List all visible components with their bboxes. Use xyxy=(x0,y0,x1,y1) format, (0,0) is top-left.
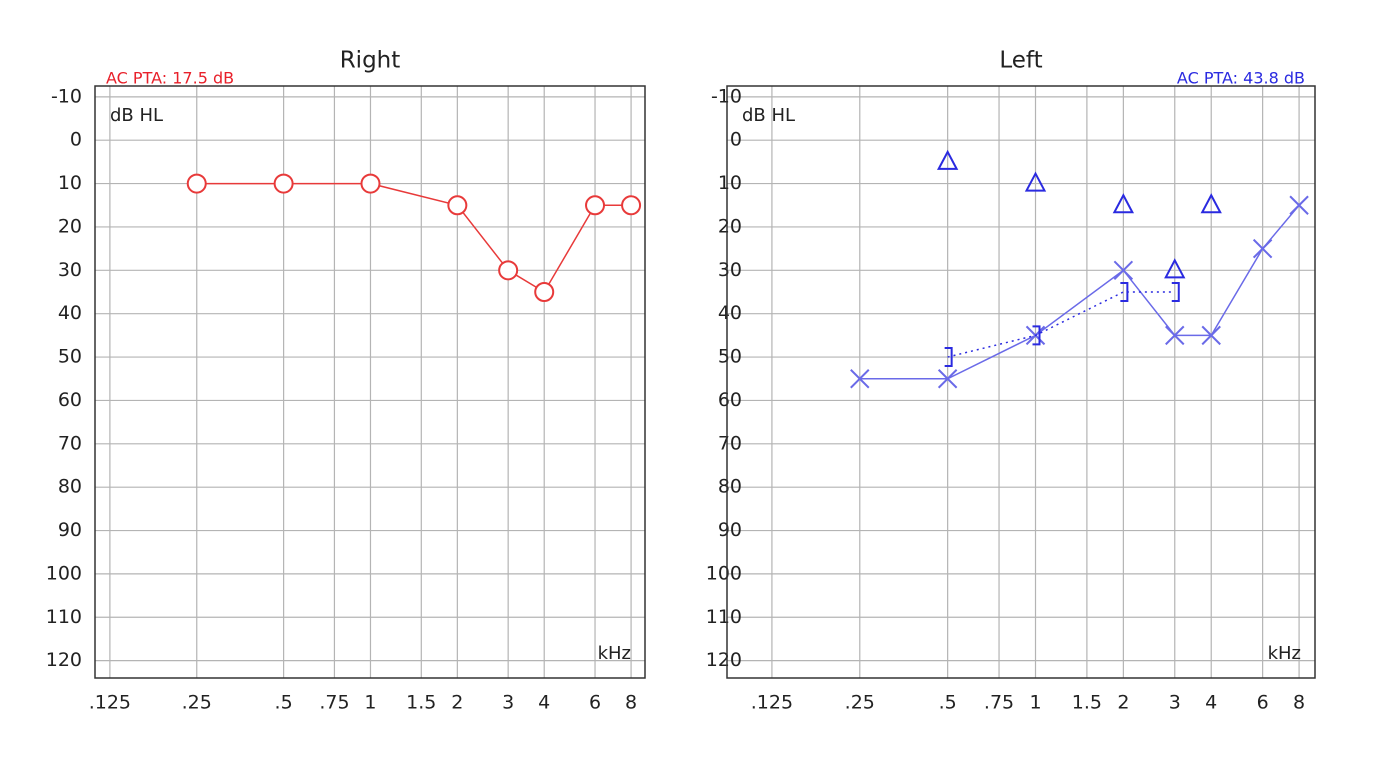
x-unit: kHz xyxy=(598,643,631,664)
series-line xyxy=(196,182,632,294)
marker-x xyxy=(850,369,870,389)
marker-triangle xyxy=(1200,193,1222,214)
x-tick-label: 2 xyxy=(451,692,463,714)
y-tick-label: 120 xyxy=(46,649,82,671)
x-unit: kHz xyxy=(1268,643,1301,664)
marker-circle xyxy=(534,282,555,303)
x-tick-label: .25 xyxy=(182,692,212,714)
y-tick-label: 50 xyxy=(718,346,742,368)
marker-x xyxy=(1113,260,1134,281)
y-tick-label: 20 xyxy=(718,215,742,237)
y-unit: dB HL xyxy=(742,105,795,126)
y-tick-label: 40 xyxy=(58,302,82,324)
y-tick-label: 0 xyxy=(730,129,742,151)
marker-circle xyxy=(273,173,294,194)
marker-circle xyxy=(621,195,642,216)
marker-x xyxy=(1289,195,1309,215)
y-unit: dB HL xyxy=(110,105,163,126)
y-tick-label: 60 xyxy=(718,389,742,411)
marker-x xyxy=(1165,325,1185,346)
x-tick-label: .75 xyxy=(984,692,1014,714)
marker-triangle xyxy=(1164,258,1186,279)
y-tick-label: 30 xyxy=(58,259,82,281)
x-tick-label: 1.5 xyxy=(1072,692,1102,714)
chart-title: Right xyxy=(340,48,401,74)
x-tick-label: 3 xyxy=(1169,692,1181,714)
x-tick-label: 1 xyxy=(364,692,376,714)
marker-x xyxy=(937,369,958,389)
marker-x xyxy=(1252,238,1273,259)
marker-x xyxy=(1201,325,1221,346)
y-tick-label: 90 xyxy=(58,519,82,541)
y-tick-label: 10 xyxy=(718,172,742,194)
x-tick-label: .5 xyxy=(939,692,957,714)
marker-circle xyxy=(498,260,519,281)
plot-frame xyxy=(726,85,1316,679)
x-tick-label: 1 xyxy=(1029,692,1041,714)
x-tick-label: 6 xyxy=(1257,692,1269,714)
y-tick-label: 70 xyxy=(58,432,82,454)
marker-triangle xyxy=(936,149,959,170)
marker-circle xyxy=(447,195,468,216)
x-tick-label: 3 xyxy=(502,692,514,714)
marker-circle xyxy=(585,195,606,216)
marker-bracket xyxy=(1171,282,1180,303)
x-tick-label: 8 xyxy=(1293,692,1305,714)
x-tick-label: .25 xyxy=(845,692,875,714)
y-tick-label: 80 xyxy=(718,476,742,498)
x-tick-label: .125 xyxy=(89,692,131,714)
y-tick-label: 100 xyxy=(706,562,742,584)
y-tick-label: 110 xyxy=(46,606,82,628)
marker-bracket xyxy=(1120,282,1129,303)
y-tick-label: 50 xyxy=(58,346,82,368)
marker-bracket xyxy=(1032,325,1041,346)
marker-circle xyxy=(360,173,381,194)
y-tick-label: 10 xyxy=(58,172,82,194)
marker-triangle xyxy=(1112,193,1135,214)
y-tick-label: 120 xyxy=(706,649,742,671)
x-tick-label: .5 xyxy=(275,692,293,714)
y-tick-label: -10 xyxy=(51,85,82,107)
x-tick-label: .125 xyxy=(751,692,793,714)
series-line xyxy=(859,204,1300,380)
y-tick-label: 110 xyxy=(706,606,742,628)
y-tick-label: 80 xyxy=(58,476,82,498)
series-line xyxy=(947,291,1175,358)
x-tick-label: 2 xyxy=(1117,692,1129,714)
y-tick-label: 20 xyxy=(58,215,82,237)
chart: Right -10 0 10 20 30 40 50 60 70 80 90 100 110 120 .125… xyxy=(46,48,646,714)
x-tick-label: 8 xyxy=(625,692,637,714)
y-tick-label: 100 xyxy=(46,562,82,584)
y-tick-label: 40 xyxy=(718,302,742,324)
marker-circle xyxy=(186,173,207,194)
plot-frame xyxy=(94,85,646,679)
y-tick-label: 70 xyxy=(718,432,742,454)
marker-triangle xyxy=(1024,171,1047,192)
pta-annotation: AC PTA: 17.5 dB xyxy=(106,69,234,88)
y-tick-label: 0 xyxy=(70,129,82,151)
marker-bracket xyxy=(944,347,953,368)
x-tick-label: 6 xyxy=(589,692,601,714)
chart-title: Left xyxy=(999,48,1042,74)
y-tick-label: 30 xyxy=(718,259,742,281)
x-tick-label: .75 xyxy=(319,692,349,714)
y-tick-label: 60 xyxy=(58,389,82,411)
x-tick-label: 4 xyxy=(538,692,550,714)
y-tick-label: 90 xyxy=(718,519,742,541)
x-tick-label: 1.5 xyxy=(406,692,436,714)
chart: Left-100102030405060708090100110120.125.… xyxy=(706,48,1316,714)
pta-annotation: AC PTA: 43.8 dB xyxy=(1177,69,1305,88)
x-tick-label: 4 xyxy=(1205,692,1217,714)
